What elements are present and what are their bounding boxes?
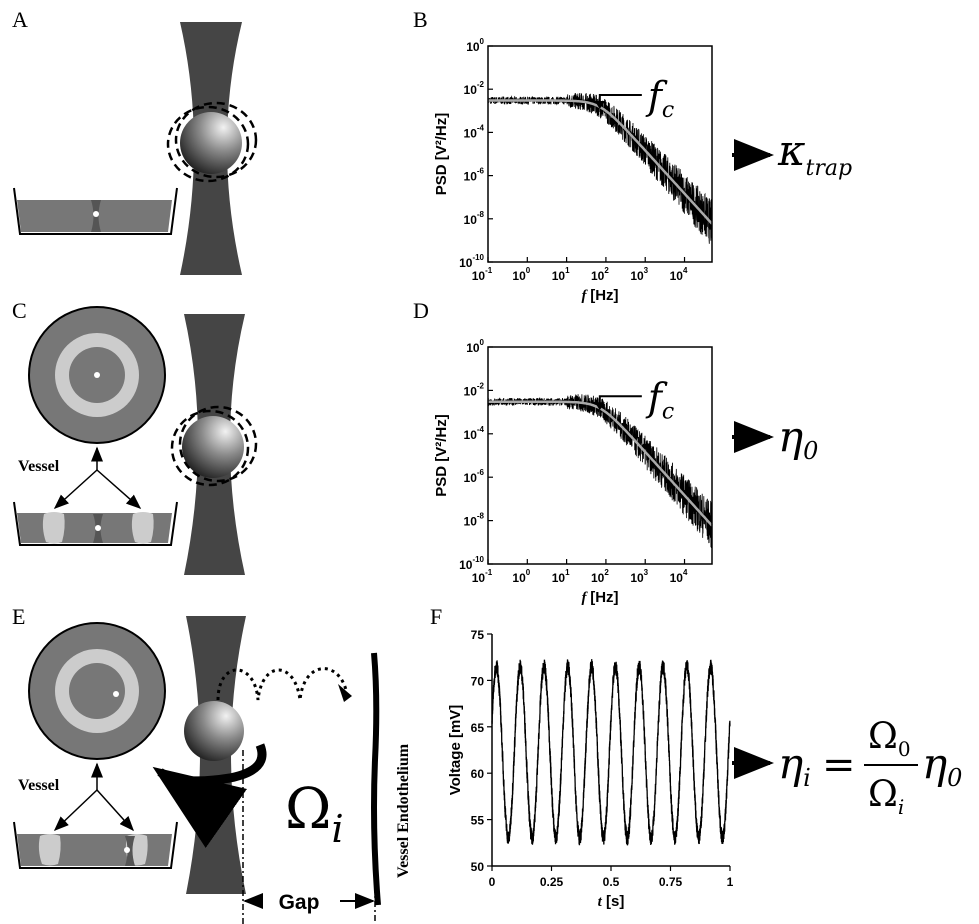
voltage-xtick-label: 0.5: [603, 875, 620, 889]
vessel-cross-section-e: [28, 622, 166, 760]
psd-ytick-label-d: 10-4: [464, 425, 485, 442]
result-eta-i-equation: ηi = Ω0 Ωi η0: [732, 716, 962, 819]
voltage-xtick-label: 0.75: [659, 875, 683, 889]
voltage-ytick-label: 55: [471, 814, 485, 828]
vessel-label-e: Vessel: [18, 777, 60, 794]
panel-c-schematic: Vessel: [13, 306, 258, 575]
kappa-trap-label: κtrap: [777, 126, 852, 181]
psd-ylabel-d: PSD [V²/Hz]: [433, 414, 450, 497]
rotation-arrow: [152, 743, 267, 848]
fc-label-b: fc: [645, 74, 674, 123]
fc-pointer-b: [598, 93, 642, 104]
psd-ytick-label-b: 10-2: [464, 80, 485, 97]
bead-trajectory-dotted: [216, 667, 348, 701]
vessel-cross-section-c: [28, 306, 166, 444]
psd-xtick-label-b: 104: [670, 266, 688, 283]
psd-ytick-label-d: 10-10: [459, 555, 484, 572]
psd-xlabel-b: f [Hz]: [581, 287, 618, 304]
psd-axes-frame-d: [487, 346, 713, 565]
result-eta0: η0: [732, 412, 818, 465]
fc-arrowhead-b: [594, 100, 605, 109]
voltage-xtick-label: 0.25: [540, 875, 564, 889]
vessel-endothelium-label: Vessel Endothelium: [395, 743, 412, 878]
voltage-ylabel: Voltage [mV]: [447, 705, 464, 796]
psd-ytick-label-d: 10-2: [464, 381, 485, 398]
psd-axes-frame-b: [487, 45, 713, 263]
psd-xtick-label-b: 103: [630, 266, 648, 283]
psd-xtick-label-d: 103: [630, 568, 648, 585]
equals-sign: =: [822, 742, 856, 788]
trapped-bead-a: [180, 112, 242, 174]
panel-e-schematic: Vessel Vessel Endothelium Ωi Gap: [13, 616, 412, 924]
omega0-numerator: Ω0: [868, 716, 911, 761]
voltage-ytick-label: 65: [471, 721, 485, 735]
voltage-ytick-label: 70: [471, 674, 485, 688]
psd-xtick-label-b: 10-1: [472, 266, 493, 283]
panel-label-d: D: [413, 298, 429, 323]
sample-dish-a: [13, 187, 178, 235]
fc-arrowhead-d: [594, 402, 605, 411]
psd-data-d: [487, 394, 713, 549]
psd-xtick-label-b: 102: [591, 266, 609, 283]
panel-a-schematic: [13, 22, 258, 275]
sample-dish-e: [13, 821, 178, 869]
psd-xtick-label-d: 10-1: [472, 568, 493, 585]
voltage-chart-f: 75 70 65 60 55 50 0 0.25 0.5 0.75 1 Voltage [mV] t […: [447, 628, 734, 910]
voltage-ytick-label: 50: [471, 860, 485, 874]
voltage-ytick-label: 60: [471, 767, 485, 781]
psd-fit-line-d: [488, 400, 713, 527]
psd-fit-line-b: [488, 99, 713, 225]
fluctuation-dashed-circle-a: [166, 105, 250, 183]
psd-ytick-label-b: 10-10: [459, 253, 484, 270]
result-kappa: κtrap: [732, 126, 852, 181]
trapped-bead-e: [184, 701, 244, 761]
psd-ytick-label-d: 100: [466, 338, 484, 355]
fc-label-d: fc: [645, 375, 674, 424]
panel-label-c: C: [12, 298, 27, 323]
sample-dish-c: [13, 501, 178, 546]
psd-ylabel-b: PSD [V²/Hz]: [433, 113, 450, 196]
panel-label-b: B: [413, 7, 428, 32]
psd-xtick-label-d: 100: [512, 568, 530, 585]
eta0-label: η0: [778, 412, 818, 465]
eta-i-lhs: ηi: [778, 739, 811, 792]
panel-label-e: E: [12, 604, 25, 629]
panel-label-f: F: [430, 604, 442, 629]
psd-ytick-label-b: 100: [466, 37, 484, 54]
psd-xtick-label-d: 102: [591, 568, 609, 585]
gap-label: Gap: [279, 891, 320, 914]
psd-xlabel-d: f [Hz]: [581, 589, 618, 606]
panel-label-a: A: [12, 7, 28, 32]
psd-xtick-label-d: 101: [552, 568, 570, 585]
voltage-xtick-label: 0: [489, 875, 496, 889]
voltage-trace: [491, 659, 731, 846]
fluctuation-dashed-circle-a2: [174, 101, 258, 179]
psd-ytick-label-b: 10-4: [464, 123, 485, 140]
omega-i-label: Ωi: [285, 777, 344, 851]
psd-xtick-label-d: 104: [670, 568, 688, 585]
vessel-label-c: Vessel: [18, 458, 60, 475]
psd-xtick-label-b: 101: [552, 266, 570, 283]
trapped-bead-c: [182, 416, 244, 478]
psd-ytick-label-b: 10-6: [464, 167, 485, 184]
psd-xtick-label-b: 100: [512, 266, 530, 283]
psd-ytick-label-d: 10-8: [464, 512, 485, 529]
psd-ytick-label-b: 10-8: [464, 210, 485, 227]
endothelium-wall: [371, 652, 381, 906]
voltage-xlabel: t [s]: [598, 893, 625, 910]
psd-data-b: [487, 92, 713, 244]
voltage-axes: [491, 634, 730, 867]
psd-ytick-label-d: 10-6: [464, 468, 485, 485]
bead-dot-a: [93, 211, 99, 217]
omega-i-denominator: Ωi: [868, 774, 904, 819]
voltage-ytick-label: 75: [471, 628, 485, 642]
eta0-rhs: η0: [922, 739, 962, 792]
voltage-xtick-label: 1: [727, 875, 734, 889]
